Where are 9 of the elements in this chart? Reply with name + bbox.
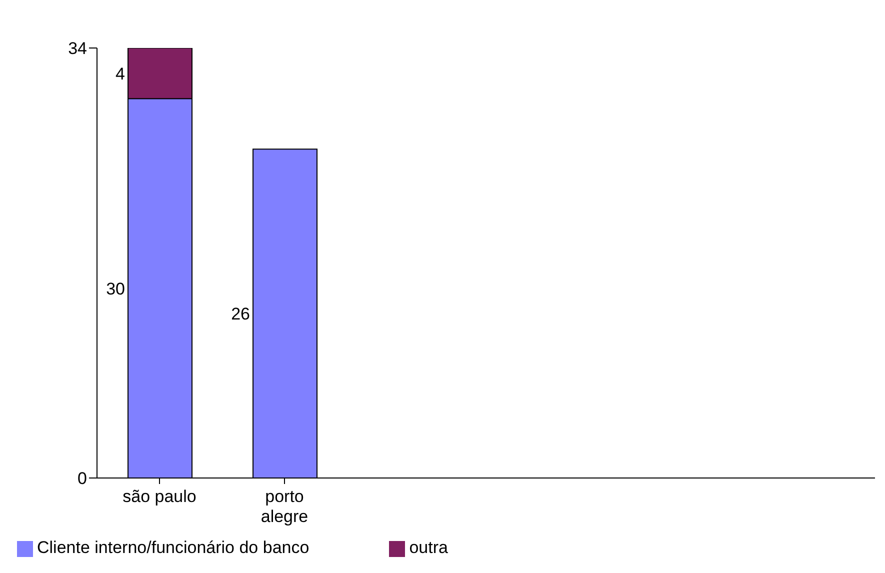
x-tick-label: são paulo xyxy=(122,487,196,506)
data-label: 26 xyxy=(231,304,250,324)
legend-label: outra xyxy=(409,538,448,557)
x-tick-label: porto alegre xyxy=(260,487,308,526)
y-tick-label: 34 xyxy=(68,39,87,58)
data-label: 4 xyxy=(116,64,125,84)
legend-label: Cliente interno/funcionário do banco xyxy=(37,538,310,557)
y-tick-label: 0 xyxy=(78,469,87,488)
data-label: 30 xyxy=(106,279,125,298)
